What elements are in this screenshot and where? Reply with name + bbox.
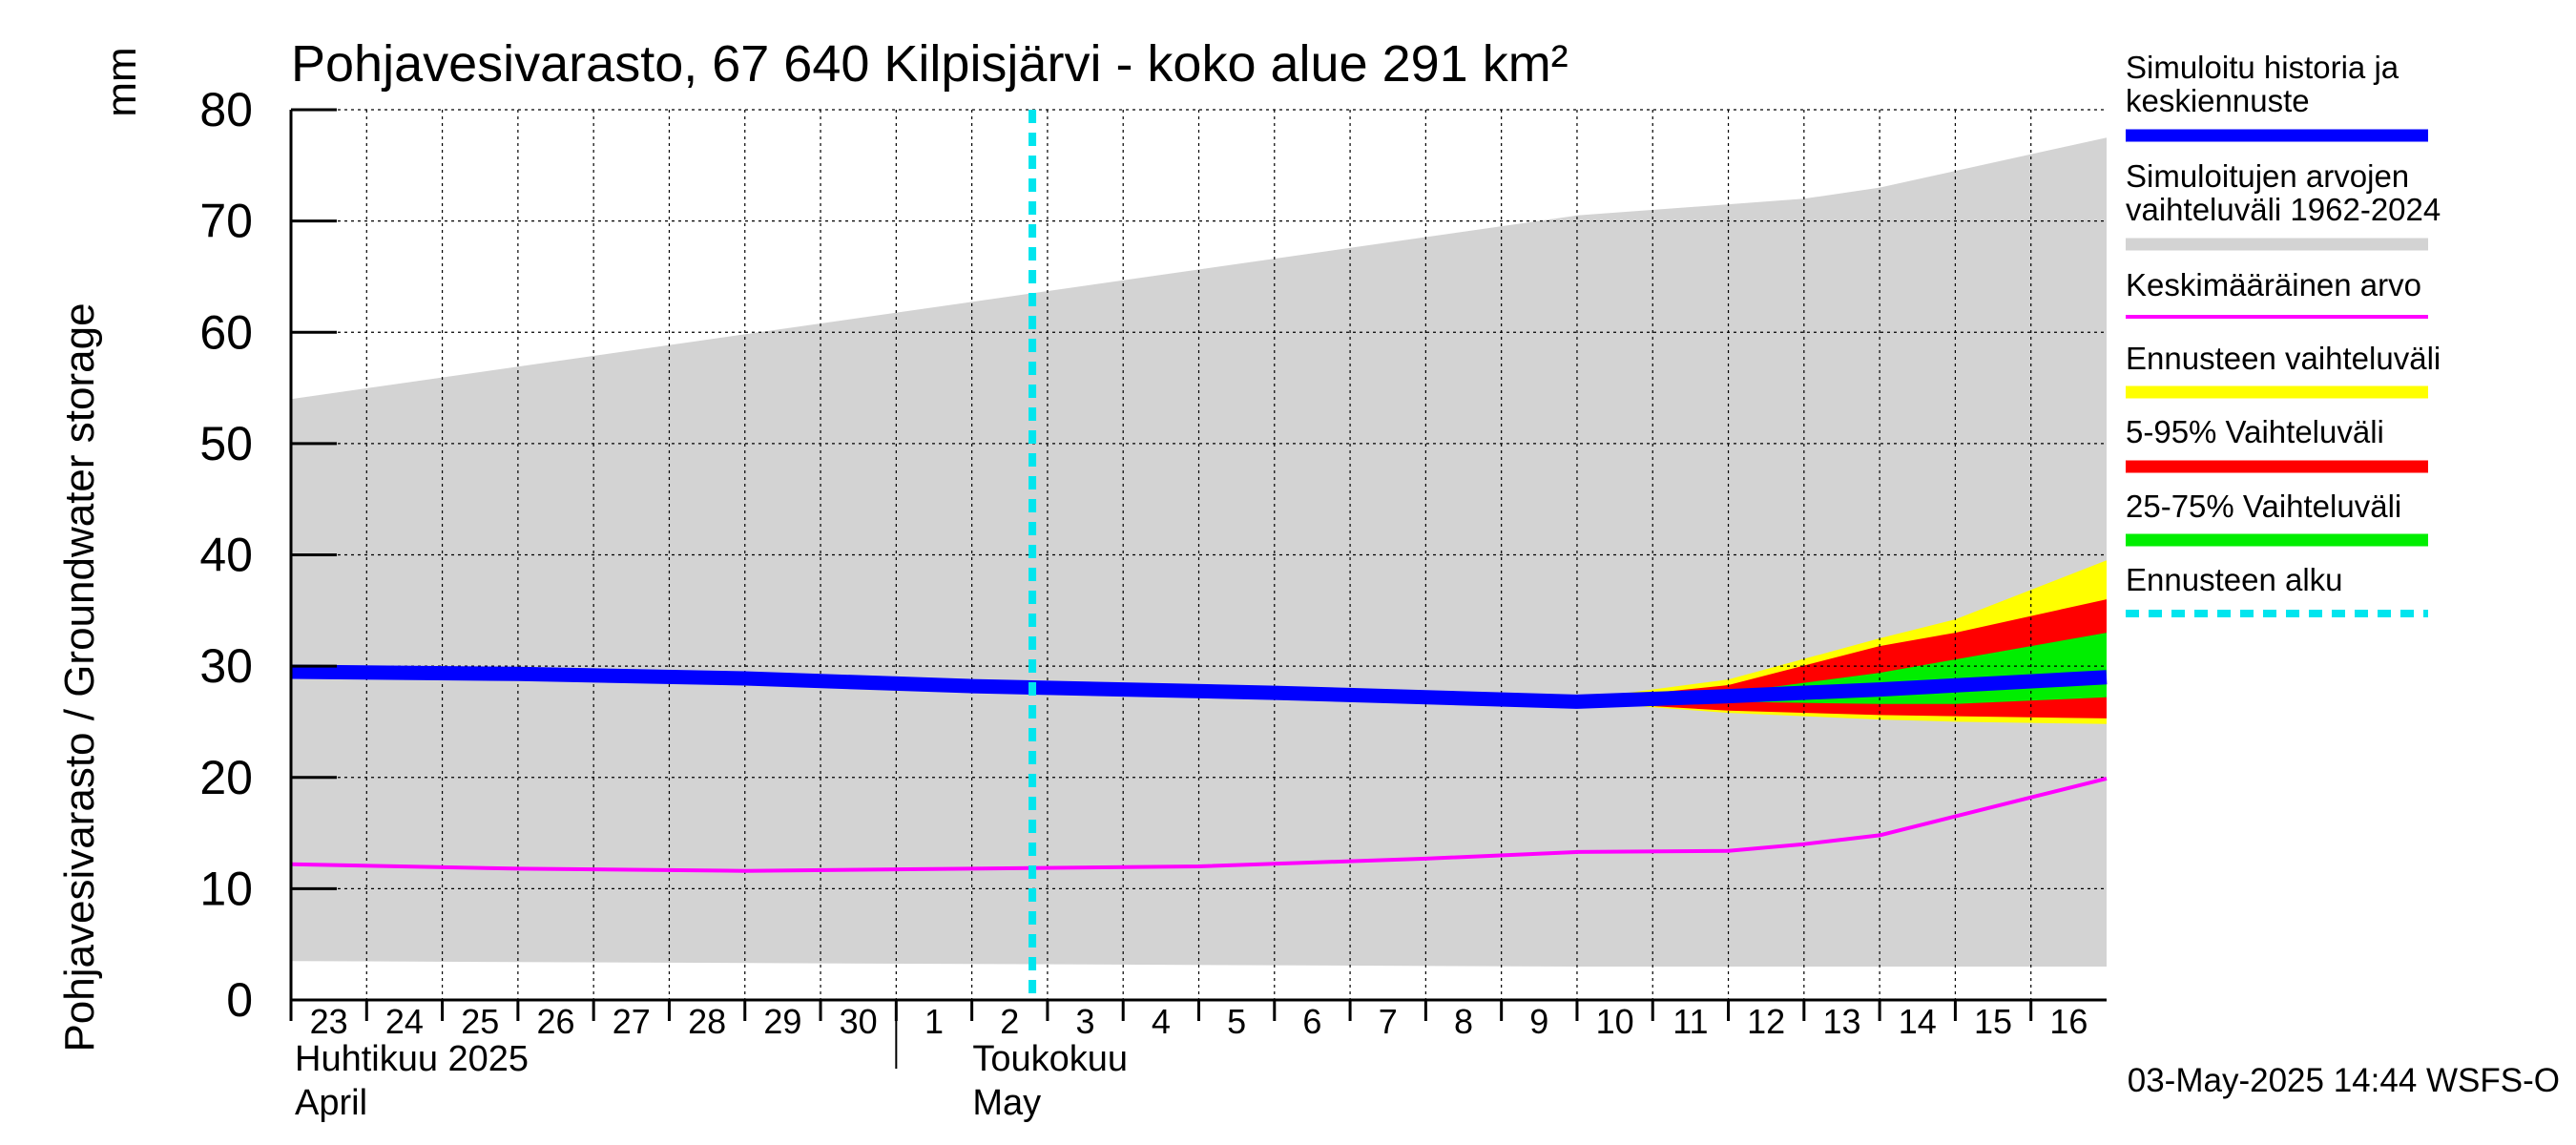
y-tick-label: 70 (199, 195, 253, 248)
legend-label: keskiennuste (2126, 83, 2310, 118)
x-tick-label: 29 (763, 1002, 801, 1041)
x-tick-label: 15 (1974, 1002, 2012, 1041)
y-tick-label: 50 (199, 417, 253, 470)
line-keskim-r-inen-arvo (290, 776, 2108, 873)
legend-label: Simuloitujen arvojen (2126, 158, 2409, 194)
legend-label: vaihteluväli 1962-2024 (2126, 192, 2441, 227)
x-tick-label: 16 (2049, 1002, 2088, 1041)
y-tick-label: 80 (199, 83, 253, 136)
month-label-fi: Toukokuu (972, 1039, 1128, 1079)
footer-timestamp: 03-May-2025 14:44 WSFS-O (2128, 1062, 2560, 1099)
x-tick-label: 2 (1000, 1002, 1019, 1041)
x-tick-label: 10 (1596, 1002, 1634, 1041)
legend-label: Ennusteen alku (2126, 562, 2343, 597)
x-tick-label: 4 (1152, 1002, 1171, 1041)
x-tick-label: 23 (310, 1002, 348, 1041)
x-tick-label: 1 (924, 1002, 944, 1041)
legend-label: 5-95% Vaihteluväli (2126, 414, 2384, 449)
legend-label: Keskimääräinen arvo (2126, 267, 2421, 302)
chart-title: Pohjavesivarasto, 67 640 Kilpisjärvi - k… (291, 35, 1568, 93)
month-label-en: May (972, 1083, 1041, 1123)
y-tick-label: 60 (199, 305, 253, 359)
legend-label: Simuloitu historia ja (2126, 50, 2399, 85)
x-tick-label: 6 (1302, 1002, 1321, 1041)
x-tick-label: 14 (1899, 1002, 1937, 1041)
y-tick-label: 40 (199, 529, 253, 582)
x-tick-label: 7 (1379, 1002, 1398, 1041)
y-tick-label: 0 (226, 973, 253, 1027)
month-label-fi: Huhtikuu 2025 (295, 1039, 529, 1079)
x-tick-label: 26 (536, 1002, 574, 1041)
x-tick-label: 3 (1076, 1002, 1095, 1041)
x-tick-label: 27 (613, 1002, 651, 1041)
x-tick-label: 24 (385, 1002, 424, 1041)
y-tick-label: 20 (199, 751, 253, 804)
x-tick-label: 5 (1227, 1002, 1246, 1041)
y-tick-label: 10 (199, 862, 253, 915)
x-tick-label: 9 (1529, 1002, 1548, 1041)
x-tick-label: 8 (1454, 1002, 1473, 1041)
legend-label: Ennusteen vaihteluväli (2126, 341, 2441, 376)
x-tick-label: 13 (1822, 1002, 1860, 1041)
x-tick-label: 28 (688, 1002, 726, 1041)
line-simuloitu-historia-ja-keskiennuste (290, 664, 2108, 709)
month-label-en: April (295, 1083, 367, 1123)
x-tick-label: 25 (461, 1002, 499, 1041)
y-unit-label: mm (98, 47, 145, 116)
y-tick-label: 30 (199, 639, 253, 693)
legend-label: 25-75% Vaihteluväli (2126, 489, 2401, 524)
x-tick-label: 12 (1747, 1002, 1785, 1041)
y-axis-label: Pohjavesivarasto / Groundwater storage (56, 302, 103, 1051)
x-tick-label: 11 (1672, 1002, 1708, 1041)
x-tick-label: 30 (840, 1002, 878, 1041)
